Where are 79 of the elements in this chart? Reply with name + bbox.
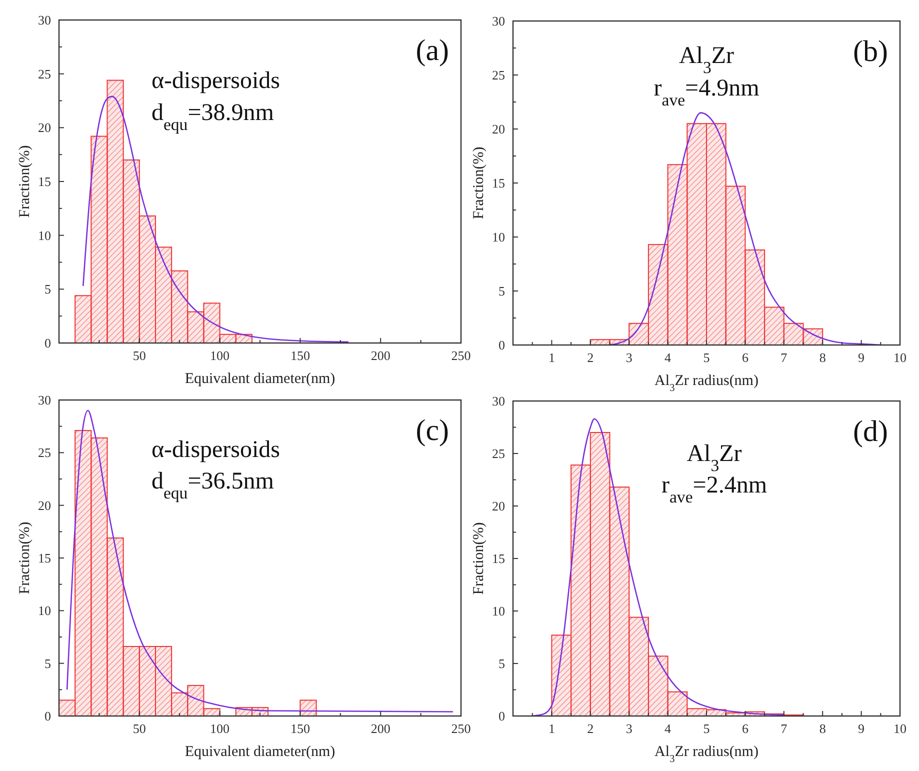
y-tick-label: 10 [492, 604, 505, 619]
y-tick-label: 15 [38, 174, 51, 190]
x-tick-label: 1 [548, 721, 555, 736]
x-tick-label: 7 [780, 721, 788, 736]
y-tick-label: 10 [38, 228, 51, 243]
x-tick-label: 1 [548, 350, 555, 365]
x-tick-label: 5 [703, 721, 710, 736]
y-tick-label: 20 [38, 498, 51, 513]
x-tick-label: 4 [664, 350, 672, 365]
y-tick-label: 25 [492, 446, 505, 462]
x-tick-label: 8 [819, 721, 826, 736]
y-tick-label: 30 [492, 394, 505, 409]
y-tick-label: 5 [44, 656, 51, 671]
x-tick-label: 10 [894, 350, 906, 365]
y-tick-label: 5 [498, 656, 505, 672]
x-tick-label: 150 [290, 348, 310, 363]
x-axis-title: Al$_{3}$Zr radius(nm) [654, 373, 758, 394]
x-tick-label: 2 [587, 721, 594, 736]
y-tick-label: 30 [38, 12, 51, 28]
y-tick-label: 0 [498, 338, 505, 353]
annotation: r$_{ave}$=2.4nm [661, 472, 768, 506]
x-tick-label: 50 [132, 721, 146, 736]
x-tick-label: 10 [894, 721, 906, 736]
x-tick-label: 9 [858, 721, 865, 736]
y-axis-title: Fraction(%) [471, 522, 487, 595]
line-series [82, 96, 350, 343]
x-tick-label: 6 [742, 350, 749, 365]
annotation: d$_{equ}$=36.5nm [151, 468, 274, 502]
text: (a) [416, 34, 449, 67]
y-tick-label: 0 [44, 708, 51, 724]
y-tick-label: 20 [492, 122, 505, 137]
y-tick-label: 0 [44, 336, 51, 351]
x-tick-label: 6 [742, 721, 749, 736]
y-tick-label: 0 [498, 708, 505, 724]
y-tick-label: 20 [38, 120, 51, 136]
x-axis-title: Equivalent diameter(nm) [184, 744, 336, 760]
text: (c) [416, 414, 449, 447]
x-tick-label: 3 [626, 350, 632, 365]
y-axis-title: Fraction(%) [17, 145, 33, 218]
y-tick-label: 10 [492, 230, 505, 245]
y-tick-label: 30 [492, 14, 505, 29]
y-tick-label: 15 [492, 551, 505, 566]
y-tick-label: 25 [492, 68, 505, 83]
annotation: r$_{ave}$=4.9nm [654, 76, 760, 110]
x-tick-label: 50 [132, 348, 146, 363]
x-axis-title: Al$_{3}$Zr radius(nm) [654, 744, 758, 764]
annotation: Al$_{3}$Zr [686, 440, 742, 474]
y-tick-label: 10 [38, 603, 51, 618]
y-axis-title: Fraction(%) [471, 146, 487, 220]
x-tick-label: 150 [290, 721, 310, 736]
y-tick-label: 20 [492, 498, 505, 514]
x-tick-label: 9 [858, 350, 865, 365]
x-tick-label: 5 [703, 350, 710, 365]
annotation: Al$_{3}$Zr [678, 43, 734, 77]
x-tick-label: 8 [819, 350, 826, 365]
annotation: d$_{equ}$=38.9nm [151, 100, 274, 134]
annotation: α-dispersoids [151, 68, 280, 94]
x-tick-label: 200 [370, 348, 390, 363]
y-tick-label: 15 [492, 176, 505, 191]
y-tick-label: 5 [44, 282, 51, 297]
text: (d) [853, 415, 888, 448]
x-tick-label: 2 [587, 350, 594, 365]
x-tick-label: 7 [780, 350, 788, 365]
x-tick-label: 100 [210, 348, 230, 363]
y-tick-label: 25 [38, 445, 51, 460]
y-axis-title: Fraction(%) [17, 522, 33, 594]
text: (b) [853, 35, 888, 68]
annotation: α-dispersoids [151, 436, 280, 463]
x-tick-label: 200 [370, 721, 390, 736]
x-tick-label: 250 [451, 348, 471, 363]
x-tick-label: 3 [626, 721, 632, 736]
y-tick-label: 5 [498, 284, 505, 299]
y-tick-label: 30 [38, 392, 51, 408]
x-tick-label: 4 [664, 721, 672, 736]
x-tick-label: 100 [210, 721, 230, 736]
y-tick-label: 25 [38, 66, 51, 82]
x-tick-label: 250 [451, 721, 471, 736]
y-tick-label: 15 [38, 550, 51, 566]
x-axis-title: Equivalent diameter(nm) [184, 371, 336, 387]
